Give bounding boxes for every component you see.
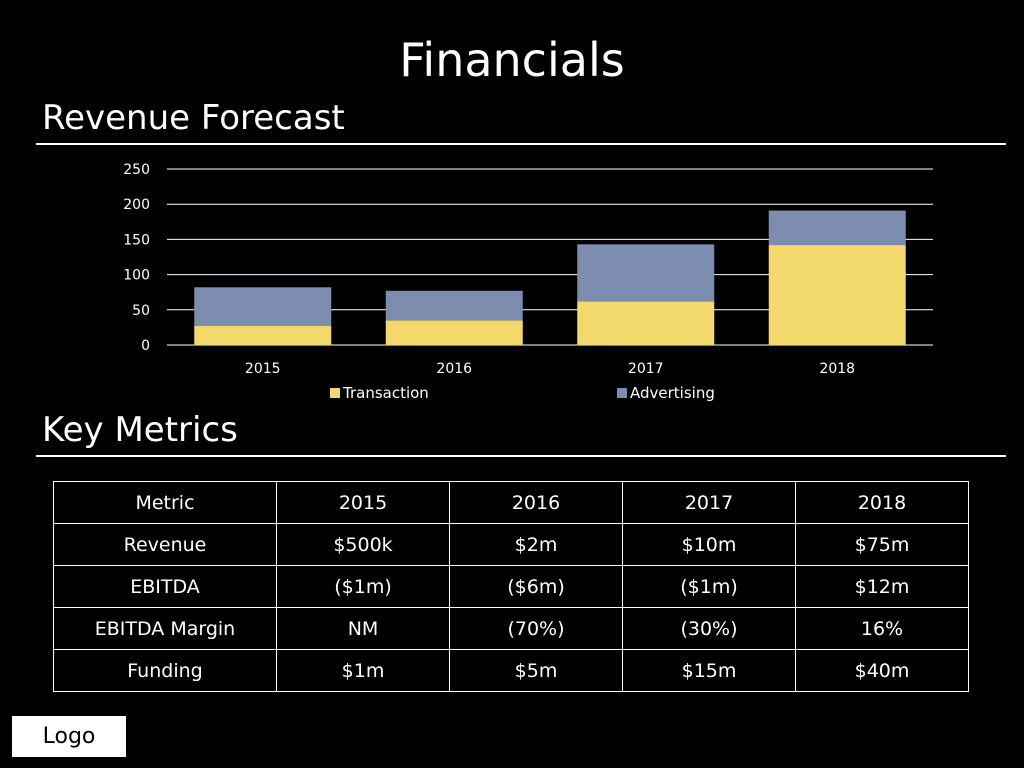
x-tick-label: 2017 [628,361,664,377]
x-tick-label: 2018 [819,361,855,377]
table-cell: EBITDA [53,565,277,608]
table-cell: Revenue [53,523,277,566]
chart-x-ticks: 2015 2016 2017 2018 [245,361,855,377]
revenue-chart: 0 50 100 150 200 250 2015 2016 2017 2018 Transac… [123,162,933,402]
y-tick-label: 250 [123,162,150,178]
x-tick-label: 2016 [436,361,472,377]
y-tick-label: 200 [123,197,150,213]
table-cell: EBITDA Margin [53,607,277,650]
table-cell: ($1m) [276,565,450,608]
key-metrics-divider [36,455,1006,457]
y-tick-label: 0 [141,338,150,354]
table-header-cell: 2017 [622,481,796,524]
bar-advertising-2016 [385,290,523,321]
y-tick-label: 100 [123,268,150,284]
revenue-forecast-heading: Revenue Forecast [42,98,345,138]
table-cell: NM [276,607,450,650]
slide-title: Financials [399,33,625,87]
x-tick-label: 2015 [245,361,281,377]
logo-placeholder: Logo [12,716,126,757]
bar-transaction-2018 [768,245,906,345]
revenue-divider [36,143,1006,145]
table-row: EBITDA Margin NM (70%) (30%) 16% [53,607,969,650]
y-tick-label: 150 [123,232,150,248]
table-cell: $12m [795,565,969,608]
legend-swatch-advertising [617,388,627,398]
table-cell: $1m [276,649,450,692]
chart-bars [194,210,906,345]
key-metrics-table: Metric 2015 2016 2017 2018 Revenue $500k… [53,481,969,692]
bar-transaction-2016 [385,320,523,345]
table-cell: 16% [795,607,969,650]
bar-advertising-2017 [577,244,715,302]
bar-transaction-2017 [577,301,715,345]
table-header-cell: 2015 [276,481,450,524]
table-cell: $2m [449,523,623,566]
table-cell: Funding [53,649,277,692]
table-cell: $5m [449,649,623,692]
table-cell: $40m [795,649,969,692]
table-row: EBITDA ($1m) ($6m) ($1m) $12m [53,565,969,608]
legend-label-transaction: Transaction [342,384,429,402]
bar-transaction-2015 [194,325,332,345]
y-tick-label: 50 [132,303,150,319]
legend-label-advertising: Advertising [630,384,715,402]
table-header-cell: 2016 [449,481,623,524]
table-cell: $15m [622,649,796,692]
table-header-cell: 2018 [795,481,969,524]
chart-y-ticks: 0 50 100 150 200 250 [123,162,150,354]
table-cell: ($6m) [449,565,623,608]
table-header-cell: Metric [53,481,277,524]
table-header-row: Metric 2015 2016 2017 2018 [53,481,969,524]
key-metrics-heading: Key Metrics [42,410,238,450]
table-cell: (70%) [449,607,623,650]
bar-advertising-2018 [768,210,906,246]
table-cell: $10m [622,523,796,566]
legend-swatch-transaction [330,388,340,398]
table-cell: ($1m) [622,565,796,608]
table-cell: $75m [795,523,969,566]
table-row: Funding $1m $5m $15m $40m [53,649,969,692]
table-cell: (30%) [622,607,796,650]
table-row: Revenue $500k $2m $10m $75m [53,523,969,566]
table-cell: $500k [276,523,450,566]
bar-advertising-2015 [194,287,332,326]
chart-legend: Transaction Advertising [330,384,715,402]
